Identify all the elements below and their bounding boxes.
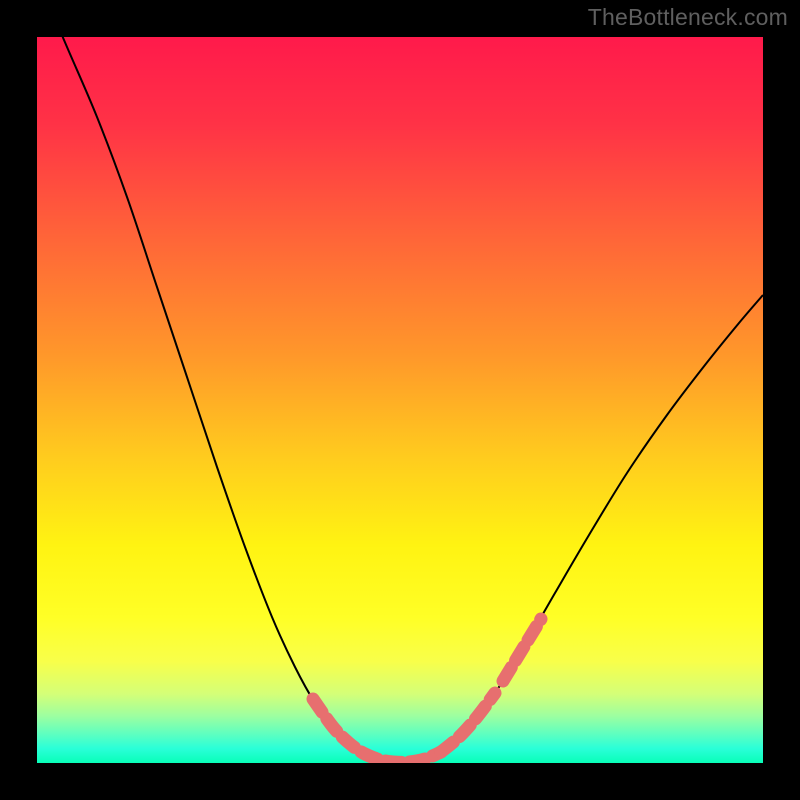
curve-layer [37,37,763,763]
highlight-right-ascent [441,693,495,752]
plot-area [37,37,763,763]
bottleneck-curve [37,37,763,762]
highlight-right-upper [503,619,541,681]
highlight-trough-flat [363,752,441,762]
chart-stage: TheBottleneck.com [0,0,800,800]
watermark-text: TheBottleneck.com [588,4,788,31]
